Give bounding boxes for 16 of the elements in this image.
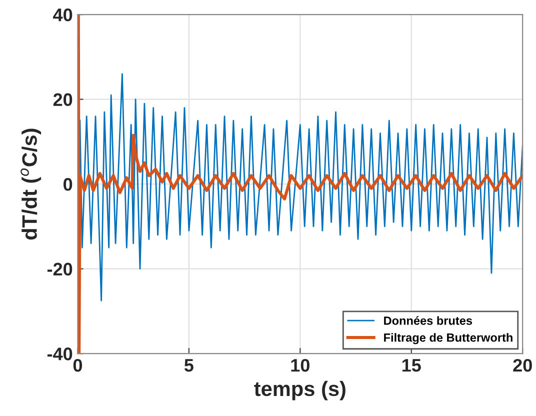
y-axis-title: dT/dt ($^{o}$C/s) (20, 128, 42, 240)
x-tick-label: 20 (513, 358, 532, 372)
x-tick-label: 10 (291, 358, 310, 372)
x-tick-label: 0 (73, 358, 82, 372)
legend-label: Données brutes (384, 316, 472, 325)
line-series (78, 14, 523, 354)
y-tick-label: 40 (53, 8, 72, 22)
x-tick-label: 5 (184, 359, 194, 372)
legend-label: Filtrage de Butterworth (384, 333, 512, 344)
y-tick-label: -20 (47, 262, 72, 276)
y-tick-label: 0 (64, 178, 72, 191)
y-tick-label: -40 (47, 348, 72, 360)
x-axis-title: temps (s) (254, 380, 346, 400)
line-series (79, 73, 523, 302)
y-tick-label: 20 (53, 93, 72, 106)
x-tick-label: 15 (402, 359, 421, 372)
